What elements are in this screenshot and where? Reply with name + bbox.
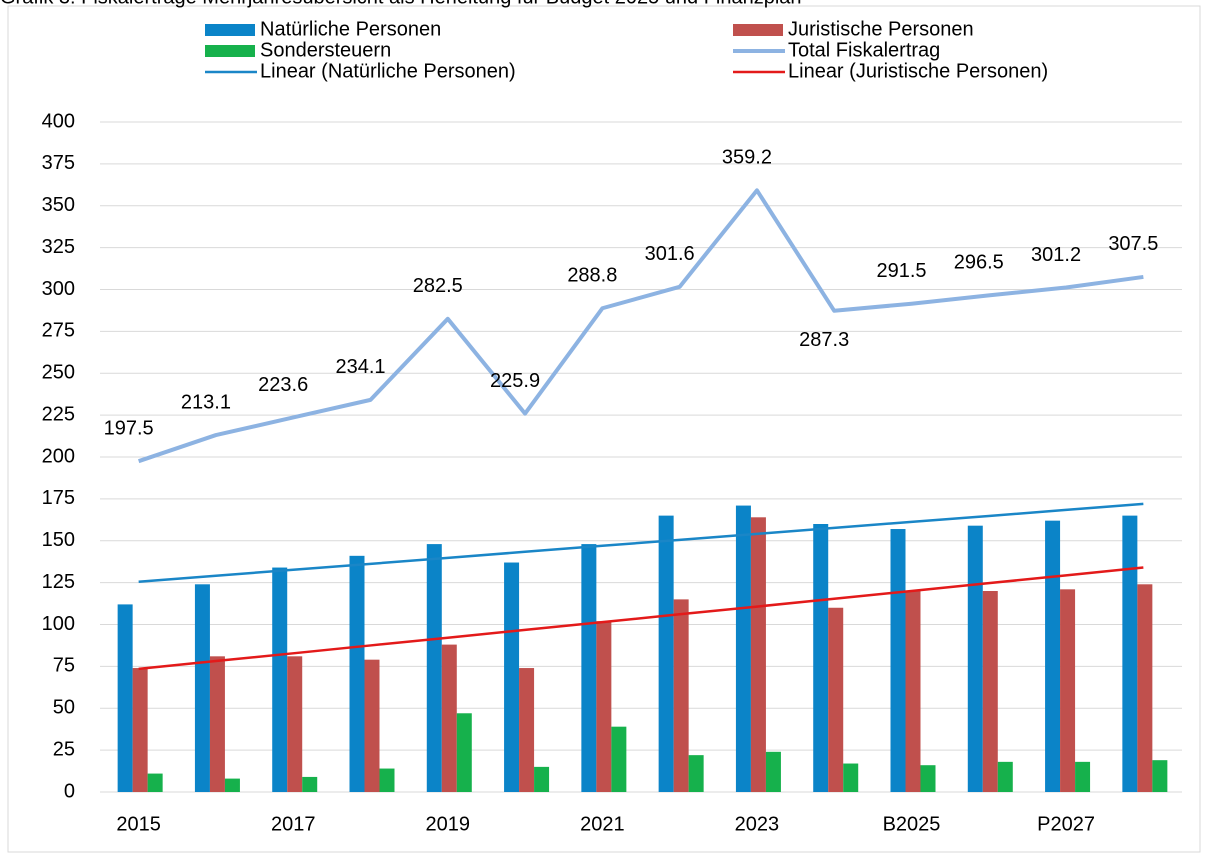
legend-swatch [733,24,783,36]
bar [905,591,921,792]
bar [813,524,829,792]
data-label: 296.5 [954,252,1004,274]
bar [224,778,240,792]
legend-label: Juristische Personen [788,18,974,40]
bar [534,766,550,792]
bar [132,668,148,792]
y-tick-label: 75 [53,655,75,677]
legend-label: Natürliche Personen [260,18,441,40]
x-tick-label: 2023 [735,813,780,835]
data-label: 301.2 [1031,244,1081,266]
bar [735,505,751,792]
bar [441,644,457,792]
bar [890,529,906,792]
data-label: 282.5 [413,275,463,297]
bar [1045,520,1061,792]
x-tick-label: 2015 [116,813,161,835]
bar [673,599,689,792]
y-tick-label: 400 [42,110,75,132]
data-label: 223.6 [258,374,308,396]
legend-label: Linear (Natürliche Personen) [260,60,516,82]
legend-label: Sondersteuern [260,39,391,61]
data-label: 197.5 [104,417,154,439]
data-label: 307.5 [1108,233,1158,255]
trendline [138,502,1144,584]
y-tick-label: 325 [42,236,75,258]
bar [1060,589,1076,792]
bar [302,776,318,792]
bar [287,656,303,792]
y-tick-label: 25 [53,738,75,760]
y-tick-label: 0 [64,780,75,802]
data-label: 225.9 [490,370,540,392]
y-tick-label: 350 [42,194,75,216]
legend-label: Total Fiskalertrag [788,39,940,61]
bar [688,755,704,792]
data-label: 359.2 [722,147,772,169]
bar [272,567,288,792]
y-tick-label: 275 [42,320,75,342]
bar [658,515,674,792]
bar [349,555,365,792]
legend-swatch [205,24,255,36]
bar [843,763,859,792]
bar [828,607,844,792]
bar [504,562,520,792]
bar [765,751,781,792]
bar [426,544,442,792]
y-tick-label: 175 [42,487,75,509]
bar [147,773,163,792]
data-label: 291.5 [876,260,926,282]
y-tick-label: 200 [42,445,75,467]
bar [194,584,210,792]
bar [997,761,1013,792]
x-tick-label: 2017 [271,813,316,835]
chart-border [7,5,1201,853]
bar [1122,515,1138,792]
data-label: 234.1 [335,356,385,378]
y-tick-label: 375 [42,152,75,174]
bar [456,713,472,792]
bar [967,525,983,792]
data-label: 288.8 [567,265,617,287]
data-label: 213.1 [181,391,231,413]
bar [209,656,225,792]
y-tick-label: 300 [42,278,75,300]
trendline [138,566,1144,671]
bar [750,517,766,792]
bar [581,544,597,792]
bar [611,726,627,792]
legend-label: Linear (Juristische Personen) [788,60,1048,82]
y-tick-label: 100 [42,613,75,635]
bar [117,604,133,792]
bar [920,765,936,792]
bar [1152,760,1168,792]
bar [379,768,395,792]
y-tick-label: 150 [42,529,75,551]
y-tick-label: 125 [42,571,75,593]
x-tick-label: 2021 [580,813,625,835]
bar [1075,761,1091,792]
bar [982,591,998,792]
bar [519,668,535,792]
y-tick-label: 50 [53,697,75,719]
x-tick-label: B2025 [883,813,941,835]
chart-title: Grafik 3: Fiskalerträge Mehrjahresübersi… [0,0,802,8]
data-label: 287.3 [799,329,849,351]
bar [364,659,380,792]
line [138,188,1144,464]
bar [1137,584,1153,792]
y-tick-label: 250 [42,362,75,384]
legend-swatch [205,45,255,57]
y-tick-label: 225 [42,403,75,425]
x-tick-label: P2027 [1037,813,1095,835]
data-label: 301.6 [645,243,695,265]
x-tick-label: 2019 [426,813,471,835]
bar [596,621,612,792]
